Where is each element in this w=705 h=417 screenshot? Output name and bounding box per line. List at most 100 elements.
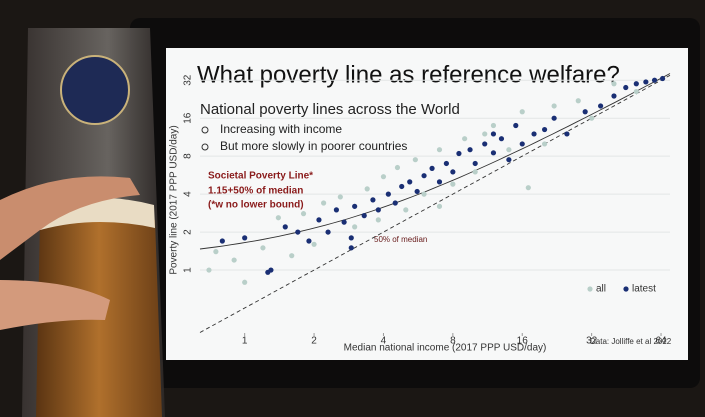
point — [414, 188, 420, 195]
point — [282, 224, 288, 230]
y-tick-label: 32 — [183, 74, 194, 86]
y-tick-label: 2 — [183, 229, 194, 235]
point — [399, 183, 405, 190]
point — [490, 122, 497, 129]
y-tick-label: 4 — [183, 191, 194, 197]
x-tick-label: 4 — [381, 336, 387, 347]
point — [213, 249, 219, 255]
x-tick-label: 2 — [311, 336, 317, 347]
point — [598, 103, 604, 109]
point — [643, 79, 649, 85]
point — [394, 164, 401, 171]
point — [341, 219, 347, 225]
point — [450, 181, 456, 187]
point — [361, 213, 367, 219]
point — [450, 169, 456, 175]
point — [242, 279, 248, 285]
point — [611, 93, 617, 99]
point — [385, 191, 391, 197]
point — [370, 197, 376, 203]
point — [633, 88, 639, 95]
annotation: Societal Poverty Line* — [208, 171, 313, 182]
title: What poverty line as reference welfare? — [197, 61, 620, 88]
point — [519, 109, 525, 115]
point — [651, 77, 658, 83]
point — [321, 200, 327, 206]
x-tick-label: 16 — [517, 336, 529, 347]
point — [472, 169, 478, 175]
x-tick-label: 32 — [586, 336, 598, 347]
point — [348, 235, 354, 241]
point — [295, 229, 301, 235]
point — [300, 211, 307, 217]
point — [551, 115, 557, 121]
bullet-icon — [201, 143, 209, 151]
point — [403, 207, 409, 213]
point — [482, 141, 488, 147]
point — [206, 267, 212, 273]
x-tick-label: 8 — [450, 336, 456, 347]
x-tick-label: 64 — [655, 336, 667, 347]
point — [611, 81, 617, 87]
point — [506, 147, 512, 153]
source: Data: Jolliffe et al 2022 — [590, 337, 672, 346]
point — [472, 160, 478, 167]
point — [421, 173, 427, 179]
point — [575, 98, 581, 104]
point — [659, 75, 666, 82]
point — [352, 203, 358, 209]
hand — [0, 176, 140, 260]
reference-line — [199, 73, 671, 250]
point — [519, 141, 525, 147]
point — [633, 81, 639, 87]
x-tick-label: 1 — [242, 336, 248, 347]
point — [482, 131, 488, 137]
point — [467, 147, 473, 153]
bullet: But more slowly in poorer countries — [220, 139, 407, 153]
glass-logo — [60, 55, 130, 125]
point — [582, 109, 588, 115]
point — [242, 235, 248, 241]
point — [375, 207, 381, 213]
y-axis-label: Poverty line (2017 PPP USD/day) — [169, 125, 180, 274]
point — [260, 245, 266, 251]
annotation: (*w no lower bound) — [208, 200, 304, 211]
legend-label: latest — [632, 284, 656, 295]
legend-marker — [587, 286, 593, 292]
y-tick-label: 16 — [183, 112, 194, 124]
point — [456, 150, 462, 157]
point — [316, 217, 322, 223]
point — [589, 115, 595, 121]
point — [311, 241, 317, 247]
legend-label: all — [596, 284, 606, 295]
x-axis-label: Median national income (2017 PPP USD/day… — [344, 343, 547, 354]
point — [623, 84, 629, 91]
point — [352, 224, 358, 230]
point — [531, 131, 537, 137]
point — [337, 194, 343, 200]
point — [436, 179, 443, 185]
point — [289, 253, 295, 259]
y-tick-label: 8 — [183, 153, 194, 159]
point — [392, 200, 398, 206]
slide — [166, 48, 688, 360]
point — [219, 238, 225, 244]
point — [325, 229, 331, 235]
subtitle: National poverty lines across the World — [200, 101, 460, 118]
point — [564, 131, 570, 137]
point — [421, 191, 427, 197]
foreground — [0, 28, 165, 417]
point — [275, 215, 281, 221]
point — [436, 203, 443, 209]
point — [541, 126, 548, 133]
point — [541, 141, 548, 147]
point — [412, 157, 418, 163]
hand — [0, 280, 110, 330]
point — [498, 136, 505, 142]
y-tick-label: 1 — [183, 267, 194, 273]
point — [462, 136, 468, 142]
point — [380, 174, 387, 180]
plot: 1 2 4 8 16 32 64 1 2 4 8 16 32 all latest — [183, 73, 671, 347]
point — [407, 179, 413, 185]
point — [490, 131, 497, 137]
